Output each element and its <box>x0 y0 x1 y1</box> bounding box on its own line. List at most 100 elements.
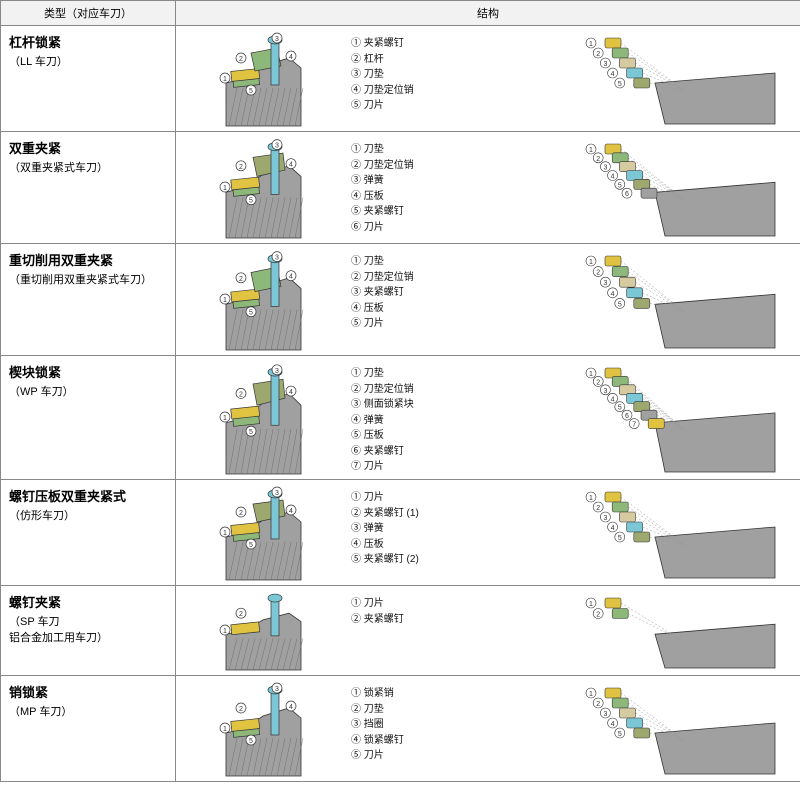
type-subtitle: （LL 车刀） <box>9 53 169 69</box>
svg-text:5: 5 <box>617 81 621 88</box>
svg-text:3: 3 <box>275 686 279 693</box>
svg-text:4: 4 <box>289 54 293 61</box>
type-subtitle: （仿形车刀） <box>9 507 169 523</box>
part-label: ③ 刀垫 <box>351 67 467 83</box>
type-title: 双重夹紧 <box>9 138 169 157</box>
part-label: ⑤ 刀片 <box>351 748 467 764</box>
svg-text:5: 5 <box>249 542 253 549</box>
structure-cell: 12345① 刀垫② 刀垫定位销③ 侧面锁紧块④ 弹簧⑤ 压板⑥ 夹紧螺钉⑦ 刀… <box>176 356 800 480</box>
part-label: ⑥ 夹紧螺钉 <box>351 444 467 460</box>
svg-text:1: 1 <box>589 259 593 266</box>
svg-text:6: 6 <box>625 191 629 198</box>
svg-text:3: 3 <box>275 36 279 43</box>
type-title: 杠杆锁紧 <box>9 32 169 51</box>
exploded-diagram: 12345 <box>471 482 798 582</box>
part-label: ③ 弹簧 <box>351 521 467 537</box>
parts-labels: ① 刀垫② 刀垫定位销③ 弹簧④ 压板⑤ 夹紧螺钉⑥ 刀片 <box>347 134 467 235</box>
type-cell: 双重夹紧（双重夹紧式车刀） <box>1 132 176 244</box>
svg-text:3: 3 <box>275 255 279 262</box>
structure-cell: 12345① 刀垫② 刀垫定位销③ 夹紧螺钉④ 压板⑤ 刀片12345 <box>176 244 800 356</box>
assembled-diagram: 12 <box>178 588 343 672</box>
svg-text:1: 1 <box>223 297 227 304</box>
part-label: ③ 挡圈 <box>351 717 467 733</box>
structure-cell: 12345① 夹紧螺钉② 杠杆③ 刀垫④ 刀垫定位销⑤ 刀片12345 <box>176 26 800 132</box>
svg-text:7: 7 <box>632 422 636 429</box>
svg-text:1: 1 <box>589 601 593 608</box>
svg-text:1: 1 <box>589 147 593 154</box>
structure-cell: 12345① 锁紧销② 刀垫③ 挡圈④ 锁紧螺钉⑤ 刀片12345 <box>176 676 800 782</box>
svg-text:5: 5 <box>249 88 253 95</box>
svg-text:1: 1 <box>223 415 227 422</box>
svg-text:2: 2 <box>596 612 600 619</box>
svg-text:2: 2 <box>596 379 600 386</box>
svg-text:5: 5 <box>617 731 621 738</box>
svg-text:4: 4 <box>610 174 614 181</box>
svg-text:3: 3 <box>275 143 279 150</box>
svg-text:2: 2 <box>596 270 600 277</box>
type-title: 螺钉夹紧 <box>9 592 169 611</box>
exploded-diagram: 12345 <box>471 678 798 778</box>
exploded-diagram: 12345 <box>471 246 798 352</box>
part-label: ⑤ 压板 <box>351 428 467 444</box>
svg-text:1: 1 <box>589 371 593 378</box>
table-row: 螺钉夹紧（SP 车刀铝合金加工用车刀）12① 刀片② 夹紧螺钉12 <box>1 586 800 676</box>
table-row: 双重夹紧（双重夹紧式车刀）12345① 刀垫② 刀垫定位销③ 弹簧④ 压板⑤ 夹… <box>1 132 800 244</box>
svg-text:4: 4 <box>289 508 293 515</box>
svg-text:4: 4 <box>610 525 614 532</box>
part-label: ② 夹紧螺钉 <box>351 612 467 628</box>
type-title: 重切削用双重夹紧 <box>9 250 169 269</box>
part-label: ⑤ 刀片 <box>351 316 467 332</box>
parts-labels: ① 刀垫② 刀垫定位销③ 侧面锁紧块④ 弹簧⑤ 压板⑥ 夹紧螺钉⑦ 刀片 <box>347 358 467 475</box>
part-label: ③ 弹簧 <box>351 173 467 189</box>
svg-text:5: 5 <box>617 301 621 308</box>
svg-text:4: 4 <box>610 71 614 78</box>
part-label: ② 刀垫 <box>351 702 467 718</box>
parts-labels: ① 夹紧螺钉② 杠杆③ 刀垫④ 刀垫定位销⑤ 刀片 <box>347 28 467 114</box>
svg-text:4: 4 <box>289 274 293 281</box>
type-title: 楔块锁紧 <box>9 362 169 381</box>
part-label: ④ 刀垫定位销 <box>351 83 467 99</box>
type-cell: 销锁紧（MP 车刀） <box>1 676 176 782</box>
part-label: ② 刀垫定位销 <box>351 270 467 286</box>
structure-cell: 12345① 刀垫② 刀垫定位销③ 弹簧④ 压板⑤ 夹紧螺钉⑥ 刀片123456 <box>176 132 800 244</box>
part-label: ② 刀垫定位销 <box>351 158 467 174</box>
svg-text:3: 3 <box>603 280 607 287</box>
header-type: 类型（对应车刀） <box>1 1 176 26</box>
svg-text:2: 2 <box>239 56 243 63</box>
part-label: ① 刀片 <box>351 490 467 506</box>
part-label: ② 杠杆 <box>351 52 467 68</box>
svg-text:2: 2 <box>596 51 600 58</box>
svg-text:4: 4 <box>610 396 614 403</box>
svg-text:1: 1 <box>223 76 227 83</box>
assembled-diagram: 12345 <box>178 134 343 240</box>
exploded-diagram: 123456 <box>471 134 798 240</box>
type-cell: 杠杆锁紧 （LL 车刀） <box>1 26 176 132</box>
svg-text:3: 3 <box>603 165 607 172</box>
part-label: ① 刀垫 <box>351 142 467 158</box>
svg-text:2: 2 <box>239 164 243 171</box>
part-label: ⑤ 夹紧螺钉 <box>351 204 467 220</box>
svg-text:1: 1 <box>589 691 593 698</box>
table-row: 销锁紧（MP 车刀）12345① 锁紧销② 刀垫③ 挡圈④ 锁紧螺钉⑤ 刀片12… <box>1 676 800 782</box>
part-label: ① 刀垫 <box>351 254 467 270</box>
assembled-diagram: 12345 <box>178 358 343 476</box>
svg-text:1: 1 <box>223 530 227 537</box>
assembled-diagram: 12345 <box>178 482 343 582</box>
svg-text:1: 1 <box>223 628 227 635</box>
type-title: 螺钉压板双重夹紧式 <box>9 486 169 505</box>
svg-text:5: 5 <box>617 405 621 412</box>
svg-text:4: 4 <box>610 721 614 728</box>
part-label: ① 刀垫 <box>351 366 467 382</box>
svg-text:2: 2 <box>239 706 243 713</box>
header-structure: 结构 <box>176 1 800 26</box>
part-label: ② 夹紧螺钉 (1) <box>351 506 467 522</box>
svg-text:4: 4 <box>289 389 293 396</box>
svg-text:1: 1 <box>223 726 227 733</box>
svg-text:1: 1 <box>589 495 593 502</box>
part-label: ④ 锁紧螺钉 <box>351 733 467 749</box>
svg-text:3: 3 <box>275 368 279 375</box>
svg-text:2: 2 <box>239 391 243 398</box>
svg-text:3: 3 <box>603 711 607 718</box>
part-label: ① 夹紧螺钉 <box>351 36 467 52</box>
type-subtitle: （SP 车刀铝合金加工用车刀） <box>9 613 169 645</box>
